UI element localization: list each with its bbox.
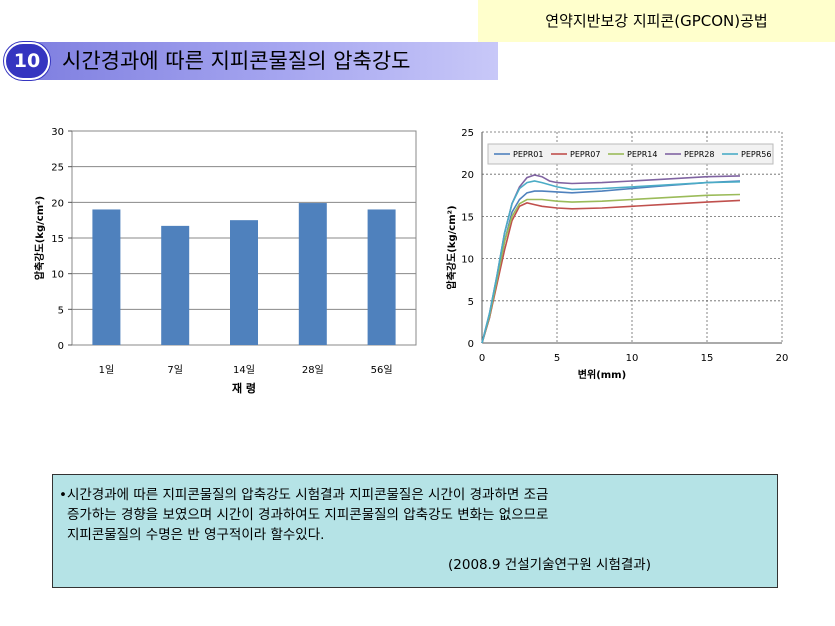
section-number-badge: 10 [4,42,50,80]
banner-text: 연약지반보강 지피콘(GPCON)공법 [545,12,768,30]
bar-x-tick-label: 7일 [167,364,183,376]
legend-label-pepr01: PEPR01 [513,150,543,159]
bar-x-tick-label: 56일 [371,364,393,376]
line-legend [487,143,774,165]
bar-x-tick-label: 14일 [233,364,255,376]
note-box: •시간경과에 따른 지피콘물질의 압축강도 시험결과 지피콘물질은 시간이 경과… [52,474,778,588]
line-x-axis-label: 변위(mm) [578,368,626,381]
top-banner: 연약지반보강 지피콘(GPCON)공법 [478,0,835,42]
note-line-1: •시간경과에 따른 지피콘물질의 압축강도 시험결과 지피콘물질은 시간이 경과… [59,487,549,503]
line-y-axis-label: 압축강도(kg/cm²) [445,205,458,289]
legend-label-pepr56: PEPR56 [741,150,771,159]
line-x-tick-label: 5 [554,353,560,364]
bar-y-tick-label: 0 [58,341,64,352]
line-y-tick-label: 15 [461,212,474,223]
line-chart: 0 5 10 15 20 25 0 5 10 15 20 PEPR01 PEPR07 PEPR14 PEPR… [445,128,789,381]
line-x-tick-label: 20 [776,353,789,364]
bar-4 [298,203,327,345]
bar-y-axis-label: 압축강도(kg/cm²) [33,196,46,280]
bar-y-tick-label: 30 [51,127,64,138]
bar-5 [367,209,396,345]
bar-1 [92,209,121,345]
bar-x-tick-label: 28일 [302,364,324,376]
section-title-bar [28,42,498,80]
line-x-tick-label: 15 [701,353,714,364]
series-line-pepr07 [481,199,741,344]
bar-y-tick-label: 10 [51,270,64,281]
line-y-tick-label: 0 [468,339,474,350]
bar-2 [161,225,190,345]
series-line-pepr56 [481,180,741,344]
note-line-3: 지피콘물질의 수명은 반 영구적이라 할수있다. [67,527,325,543]
bar-y-tick-label: 20 [51,198,64,209]
bar-y-tick-label: 5 [58,305,64,316]
series-line-pepr14 [481,193,741,344]
legend-label-pepr28: PEPR28 [684,150,714,159]
line-y-tick-label: 10 [461,255,474,266]
bar-y-tick-label: 25 [51,163,64,174]
line-y-tick-label: 25 [461,128,474,139]
section-number: 10 [13,50,41,72]
legend-label-pepr14: PEPR14 [627,150,657,159]
line-x-tick-label: 10 [626,353,639,364]
bar-3 [230,220,258,345]
bar-y-tick-label: 15 [51,234,64,245]
line-y-tick-label: 5 [468,297,474,308]
line-y-tick-label: 20 [461,170,474,181]
section-title: 시간경과에 따른 지피콘물질의 압축강도 [62,49,411,73]
note-line-2: 증가하는 경향을 보였으며 시간이 경과하여도 지피콘물질의 압축강도 변화는 … [67,507,549,523]
bar-x-tick-label: 1일 [99,364,115,376]
legend-label-pepr07: PEPR07 [570,150,600,159]
line-x-tick-label: 0 [479,353,485,364]
note-source: (2008.9 건설기술연구원 시험결과) [448,557,651,573]
bar-x-axis-label: 재 령 [232,381,256,395]
